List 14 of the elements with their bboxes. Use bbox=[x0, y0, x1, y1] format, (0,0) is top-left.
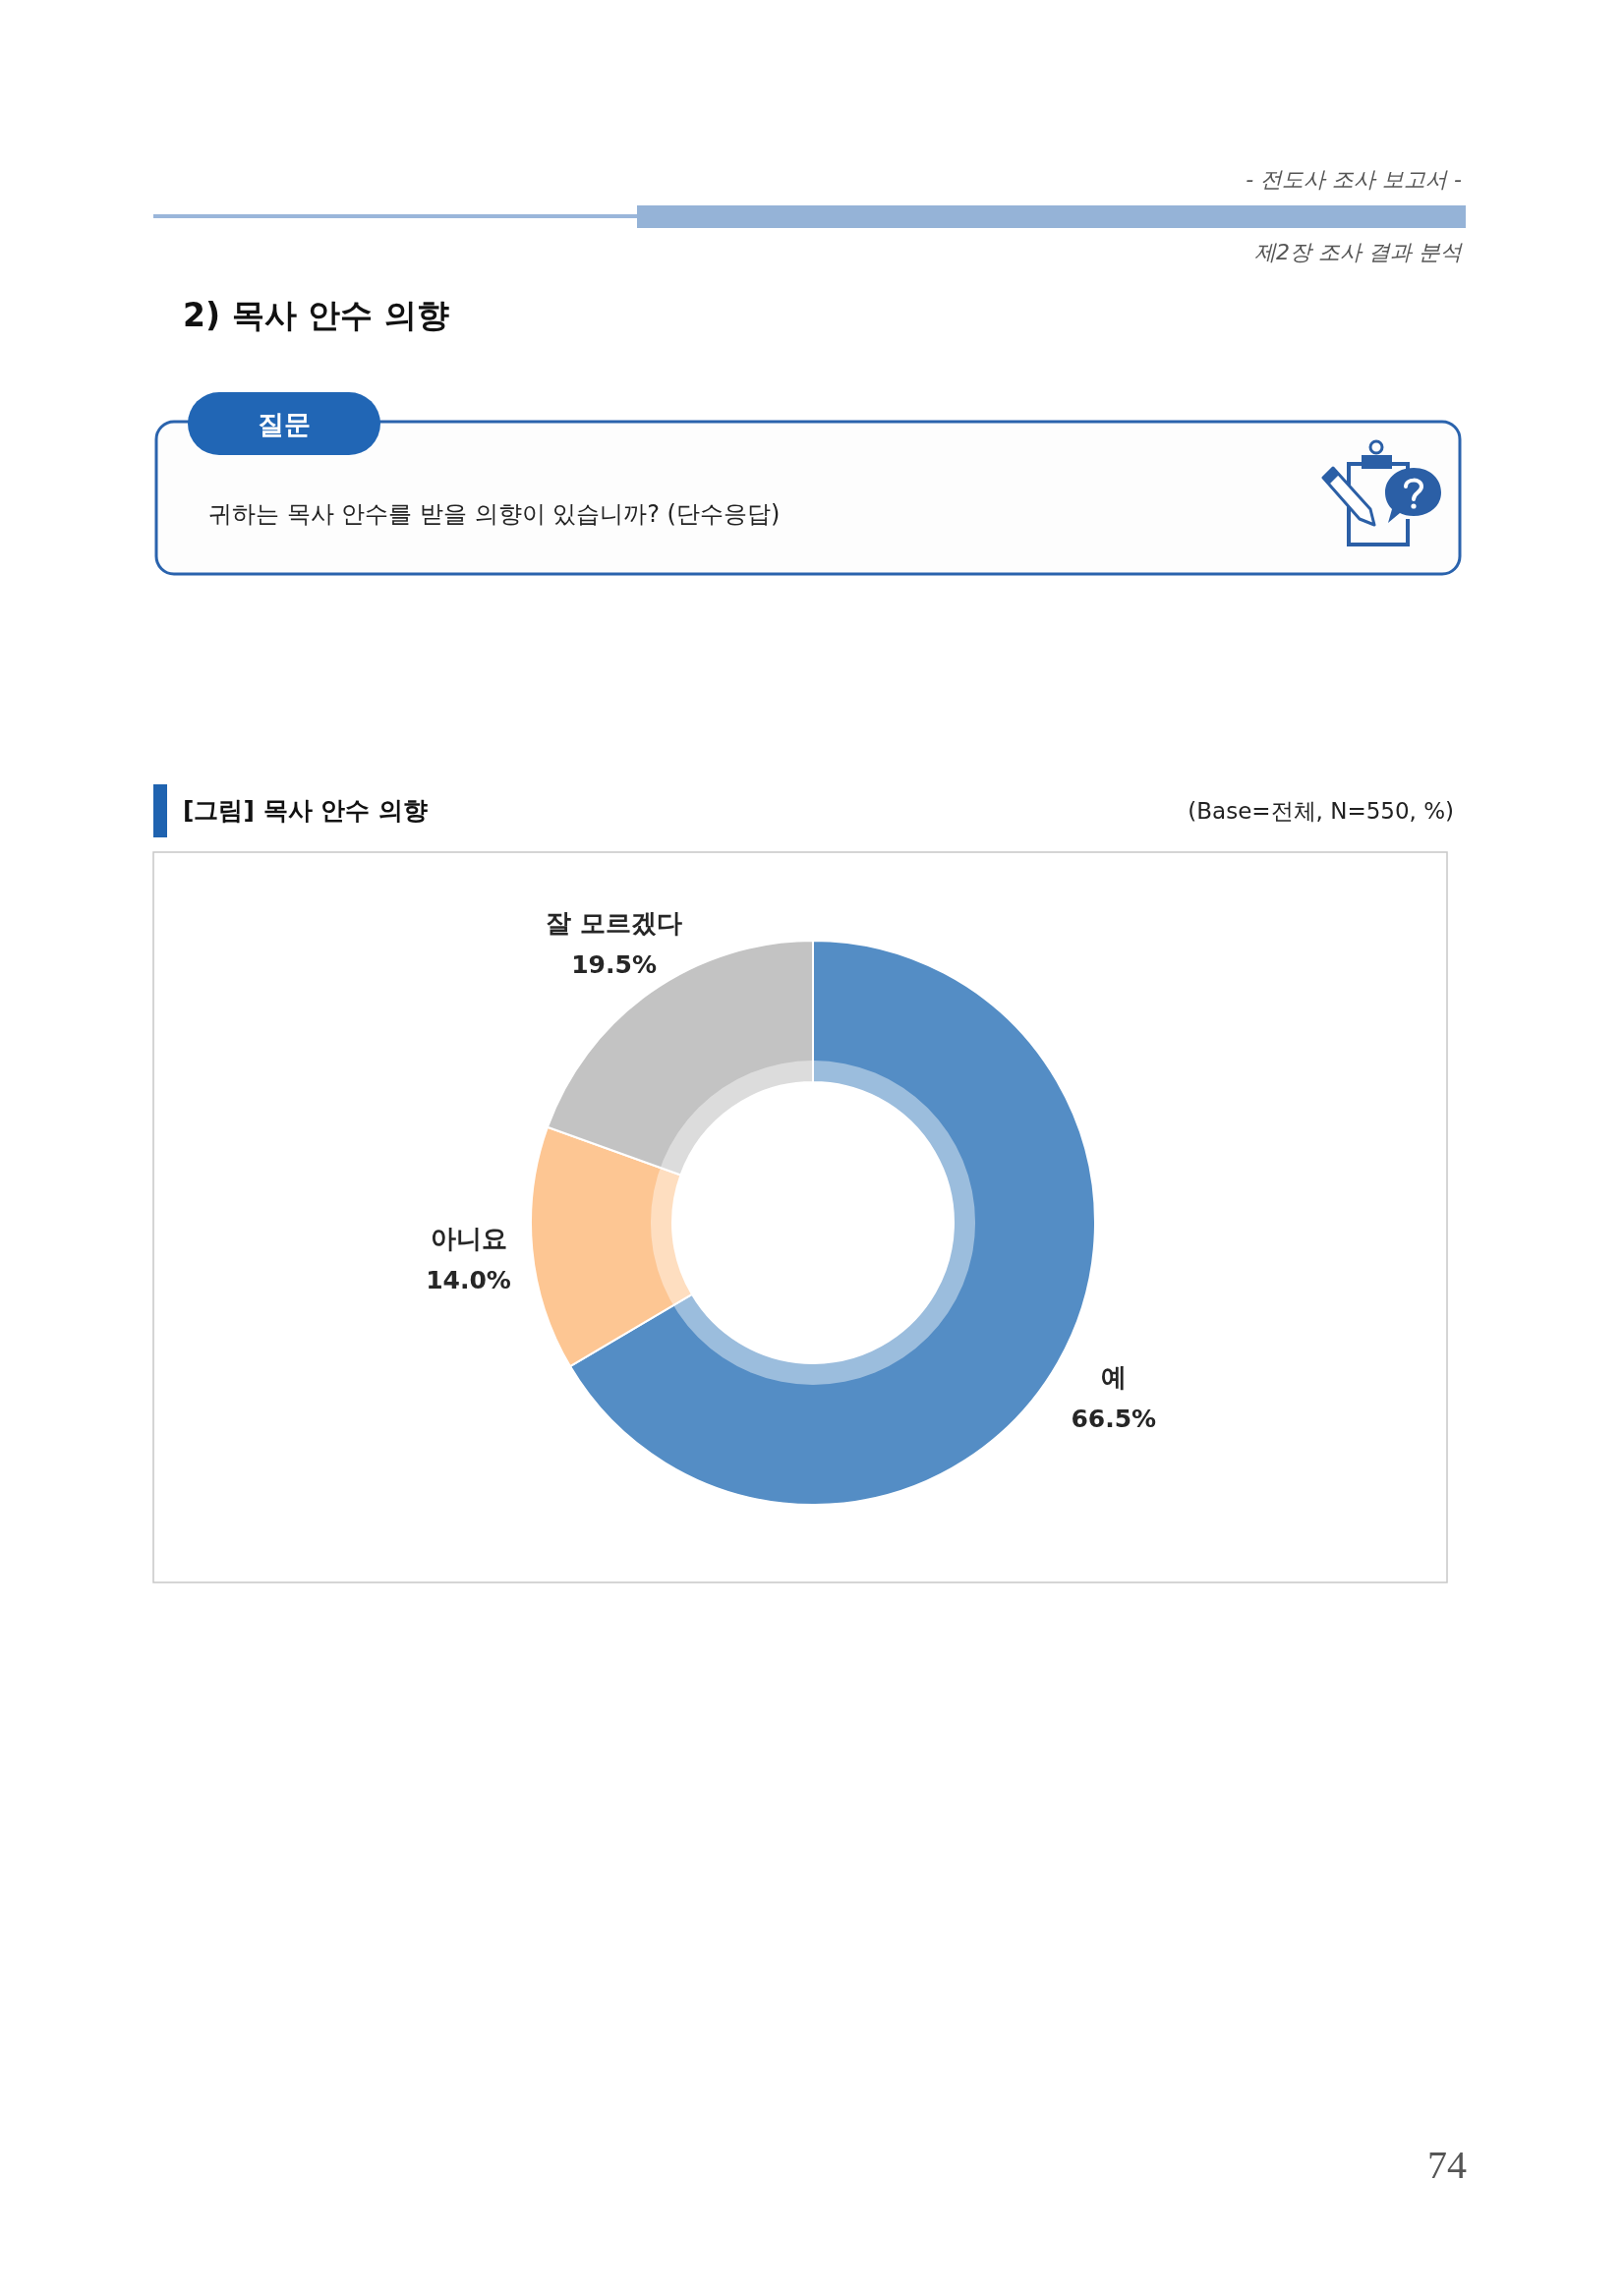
data-label: 66.5% bbox=[1071, 1405, 1157, 1434]
slice-label: 잘 모르겠다 bbox=[546, 908, 683, 939]
text: 2) 목사 안수 의향 bbox=[183, 296, 449, 334]
text: (Base=전체, N=550, %) bbox=[1188, 798, 1454, 824]
slice-label: 예 bbox=[1100, 1362, 1127, 1393]
text: 질문 bbox=[258, 409, 311, 439]
text: 제2장 조사 결과 분석 bbox=[1254, 240, 1463, 264]
text: 74 bbox=[1427, 2143, 1467, 2187]
slice-label: 아니요 bbox=[430, 1224, 507, 1254]
data-label: 19.5% bbox=[571, 950, 657, 980]
text: - 전도사 조사 보고서 - bbox=[1246, 167, 1463, 192]
chart-title: [그림] 목사 안수 의향 bbox=[183, 796, 428, 825]
data-label: 14.0% bbox=[426, 1266, 511, 1295]
text: 귀하는 목사 안수를 받을 의향이 있습니까? (단수응답) bbox=[208, 500, 781, 528]
